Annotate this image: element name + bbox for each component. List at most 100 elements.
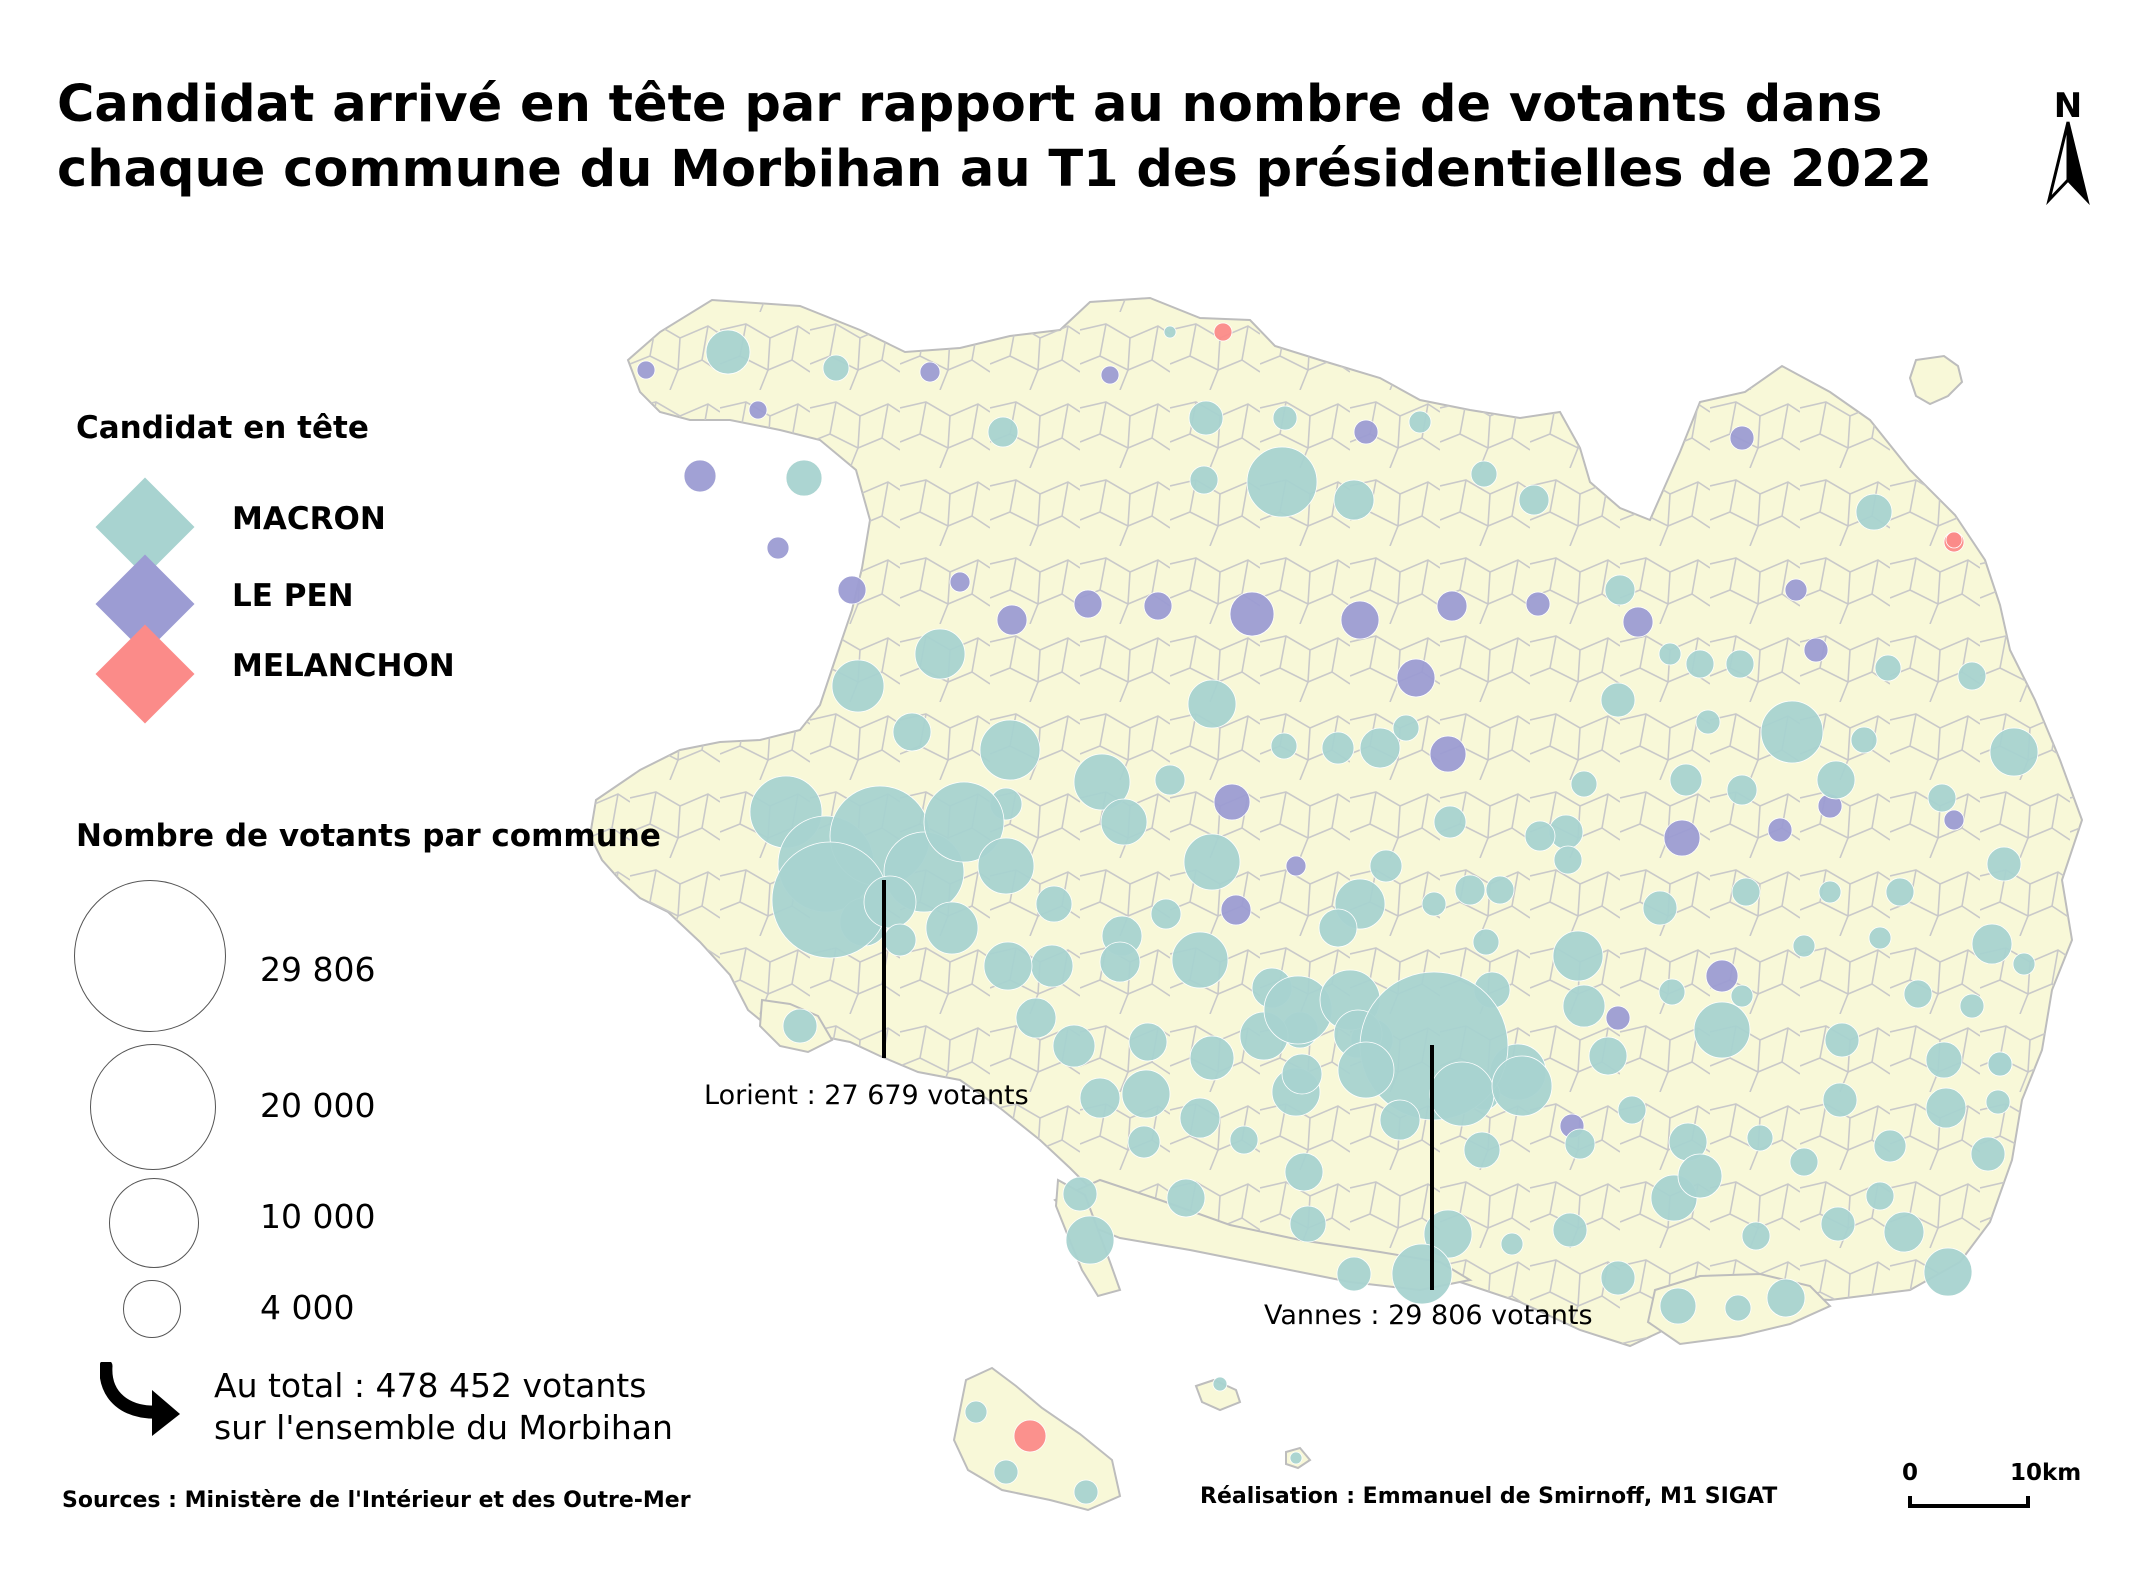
commune-symbol <box>1154 764 1186 796</box>
commune-symbol <box>1659 1287 1697 1325</box>
north-arrow-icon <box>2046 121 2090 206</box>
commune-symbol <box>1213 322 1233 342</box>
commune-symbol <box>1986 846 2022 882</box>
commune-symbol <box>1617 1095 1647 1125</box>
commune-symbol <box>1693 1001 1751 1059</box>
commune-symbol <box>1518 484 1550 516</box>
commune-symbol <box>785 459 823 497</box>
size-label-10000: 10 000 <box>260 1197 376 1236</box>
commune-symbol <box>1392 714 1420 742</box>
commune-symbol <box>1073 753 1131 811</box>
commune-symbol <box>1073 589 1103 619</box>
commune-symbol <box>1820 1206 1856 1242</box>
commune-symbol <box>1865 1181 1895 1211</box>
commune-symbol <box>1337 1041 1395 1099</box>
commune-symbol <box>949 571 971 593</box>
commune-symbol <box>1281 1053 1323 1095</box>
commune-symbol <box>1588 1036 1628 1076</box>
commune-symbol <box>831 659 885 713</box>
commune-symbol <box>1127 1125 1161 1159</box>
commune-symbol <box>1989 727 2039 777</box>
commune-symbol <box>1433 805 1467 839</box>
commune-symbol <box>1246 446 1318 518</box>
commune-symbol <box>1229 591 1275 637</box>
commune-symbol <box>1642 890 1678 926</box>
commune-symbol <box>683 459 717 493</box>
commune-symbol <box>1766 1278 1806 1318</box>
commune-symbol <box>1429 735 1467 773</box>
commune-symbol <box>1803 637 1829 663</box>
commune-symbol <box>1784 578 1808 602</box>
commune-symbol <box>1272 405 1298 431</box>
total-voters-note: Au total : 478 452 votants sur l'ensembl… <box>214 1365 673 1449</box>
commune-symbol <box>1285 855 1307 877</box>
commune-symbol <box>1454 874 1486 906</box>
lorient-callout: Lorient : 27 679 votants <box>704 1080 1029 1111</box>
commune-symbol <box>1369 849 1403 883</box>
commune-symbol <box>1570 770 1598 798</box>
commune-symbol <box>1741 1221 1771 1251</box>
commune-symbol <box>1318 908 1358 948</box>
commune-symbol <box>1816 760 1856 800</box>
commune-symbol <box>1079 1077 1121 1119</box>
commune-symbol <box>1562 984 1606 1028</box>
commune-symbol <box>1868 926 1892 950</box>
commune-symbol <box>1959 993 1985 1019</box>
commune-symbol <box>1359 727 1401 769</box>
commune-symbol <box>1943 809 1965 831</box>
size-label-4000: 4 000 <box>260 1288 355 1327</box>
commune-symbol <box>1725 649 1755 679</box>
commune-symbol <box>1695 709 1721 735</box>
scale-start-label: 0 <box>1902 1460 1919 1486</box>
total-line-1: Au total : 478 452 votants <box>214 1366 647 1405</box>
commune-symbol <box>919 361 941 383</box>
commune-symbol <box>1463 1131 1501 1169</box>
commune-symbol <box>1525 591 1551 617</box>
commune-symbol <box>1553 845 1583 875</box>
commune-symbol <box>964 1400 988 1424</box>
commune-symbol <box>1189 1035 1235 1081</box>
commune-symbol <box>1150 898 1182 930</box>
commune-symbol <box>1850 726 1878 754</box>
commune-symbol <box>1746 1124 1774 1152</box>
legend-item-le-pen: LE PEN <box>95 554 616 654</box>
commune-symbol <box>1340 600 1380 640</box>
commune-symbol <box>1925 1087 1967 1129</box>
commune-symbol <box>1874 654 1902 682</box>
curved-arrow-icon <box>100 1362 180 1436</box>
commune-symbol <box>1391 1243 1453 1305</box>
legend-label-le-pen: LE PEN <box>232 578 354 614</box>
commune-symbol <box>1822 1082 1858 1118</box>
size-circle-20000 <box>90 1044 216 1170</box>
commune-symbol <box>1658 642 1682 666</box>
commune-symbol <box>1730 984 1754 1008</box>
commune-symbol <box>782 1008 818 1044</box>
commune-symbol <box>1333 479 1375 521</box>
commune-symbol <box>1883 1211 1925 1253</box>
commune-symbol <box>1818 880 1842 904</box>
commune-symbol <box>1429 1061 1495 1127</box>
commune-symbol <box>979 719 1041 781</box>
commune-symbol <box>636 360 656 380</box>
commune-symbol <box>1663 819 1701 857</box>
commune-symbol <box>1035 885 1073 923</box>
commune-vote-symbols <box>636 322 2039 1505</box>
commune-symbol <box>977 837 1035 895</box>
commune-symbol <box>1470 460 1498 488</box>
commune-symbol <box>1491 1055 1553 1117</box>
commune-symbol <box>1903 979 1933 1009</box>
commune-symbol <box>863 875 917 929</box>
commune-symbol <box>983 941 1033 991</box>
commune-symbol <box>1552 930 1604 982</box>
commune-symbol <box>748 400 768 420</box>
map-title: Candidat arrivé en tête par rapport au n… <box>57 75 1933 199</box>
commune-symbol <box>1353 419 1379 445</box>
commune-symbol <box>987 416 1019 448</box>
commune-symbol <box>1099 941 1141 983</box>
commune-symbol <box>1685 649 1715 679</box>
total-line-2: sur l'ensemble du Morbihan <box>214 1408 673 1447</box>
commune-symbol <box>1396 658 1436 698</box>
commune-symbol <box>1212 1376 1228 1392</box>
commune-symbol <box>1052 1024 1096 1068</box>
